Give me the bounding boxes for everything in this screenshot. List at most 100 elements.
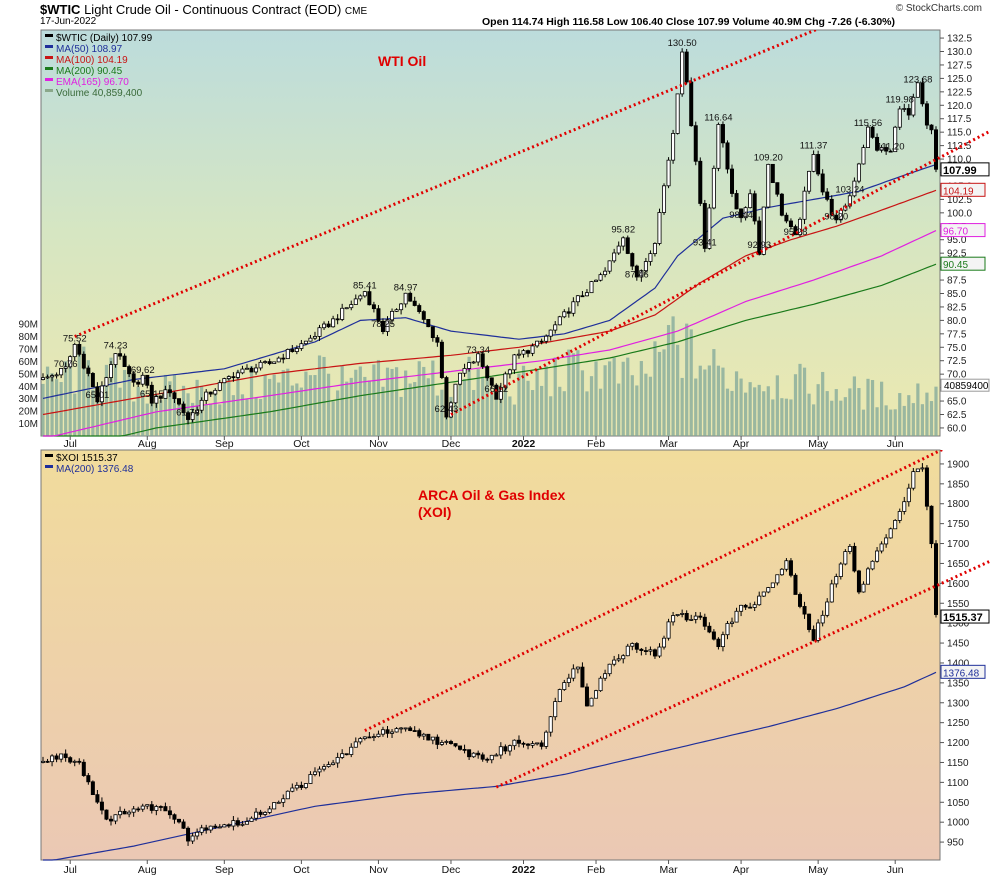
candle-body: [154, 806, 159, 811]
candle-body: [539, 742, 544, 747]
wtic-candle: [312, 331, 317, 341]
candle-body: [72, 760, 77, 763]
xoi-candle: [231, 816, 236, 831]
candle-body: [258, 811, 263, 815]
candle-body: [131, 373, 136, 383]
candle-body: [340, 753, 345, 758]
candle-body: [204, 827, 209, 831]
wtic-candle: [811, 150, 816, 173]
candle-body: [149, 384, 154, 404]
candle-body: [136, 808, 141, 811]
xoi-candle: [458, 745, 463, 751]
volume-bar: [748, 382, 752, 436]
candle-body: [231, 376, 236, 379]
xoi-candle: [829, 579, 834, 603]
wtic-candle: [779, 192, 784, 217]
volume-bar: [703, 369, 707, 436]
price-label: 69.62: [131, 365, 155, 376]
xoi-candle: [367, 732, 372, 739]
wtic-candle: [77, 341, 82, 357]
candle-body: [322, 766, 327, 770]
candle-body: [612, 252, 617, 262]
xaxis-month-label-top: Jul: [63, 438, 76, 450]
candle-body: [834, 576, 839, 585]
candle-body: [285, 349, 290, 360]
xoi-candle: [906, 483, 911, 507]
candle-body: [208, 825, 213, 831]
xoi-candle: [707, 622, 712, 634]
candle-body: [181, 403, 186, 414]
xoi-candle: [580, 662, 585, 688]
xoi-trendline: [495, 559, 990, 789]
candle-body: [213, 825, 218, 828]
xoi-candle: [920, 463, 925, 472]
volume-bar: [753, 387, 757, 436]
candle-body: [535, 742, 540, 745]
wtic-candle: [861, 144, 866, 165]
volume-bar: [558, 386, 562, 436]
volume-bar: [345, 381, 349, 436]
candle-body: [516, 353, 521, 356]
volume-bar: [417, 361, 421, 436]
candle-body: [54, 755, 59, 760]
candle-body: [294, 348, 299, 352]
candle-body: [693, 615, 698, 620]
xoi-candle: [485, 757, 490, 763]
candle-body: [870, 126, 875, 138]
candle-body: [929, 505, 934, 545]
candle-body: [748, 606, 753, 609]
candle-body: [702, 616, 707, 627]
wtic-candle: [340, 303, 345, 322]
candle-body: [630, 643, 635, 647]
candle-body: [752, 193, 757, 222]
volume-bar: [870, 380, 875, 436]
volume-bar: [440, 389, 444, 436]
candle-body: [666, 621, 671, 639]
candle-body: [507, 369, 512, 375]
candle-body: [825, 191, 830, 200]
candle-body: [924, 467, 929, 507]
wtic-candle: [399, 302, 404, 315]
price-label: 111.37: [800, 141, 828, 152]
volume-bar: [354, 369, 358, 436]
xoi-candle: [516, 735, 521, 748]
xoi-last-value-box: [940, 609, 990, 624]
xoi-candle: [331, 759, 336, 766]
wtic-candle: [113, 353, 118, 368]
candle-body: [934, 543, 939, 615]
volume-bar: [390, 368, 394, 436]
candle-body: [281, 357, 286, 360]
candle-body: [507, 745, 512, 752]
xoi-candle: [825, 598, 830, 618]
xoi-candle: [584, 683, 589, 707]
volume-bar: [426, 378, 430, 436]
candle-body: [340, 307, 345, 320]
volume-bar: [617, 383, 621, 436]
xoi-candle: [408, 726, 413, 732]
candle-body: [866, 126, 871, 148]
wtic-candle: [594, 279, 599, 282]
xoi-candle: [843, 549, 848, 566]
wtic-candle: [875, 133, 880, 152]
xoi-candle: [693, 611, 698, 624]
xoi-candle: [870, 560, 875, 571]
volume-bar: [68, 366, 72, 436]
candle-body: [439, 742, 444, 745]
xoi-candle: [462, 744, 467, 754]
wtic-candle: [621, 236, 626, 251]
candle-body: [557, 316, 562, 326]
volume-bar: [340, 366, 344, 436]
wtic-candle: [308, 334, 313, 342]
volume-bar: [435, 395, 439, 436]
xoi-ytick-label: 1200: [947, 738, 970, 749]
volume-bar: [585, 391, 589, 436]
volume-bar: [172, 375, 177, 436]
candle-body: [512, 739, 517, 747]
candle-body: [929, 124, 934, 131]
xoi-candle: [358, 736, 363, 745]
candle-body: [118, 353, 123, 357]
candle-body: [689, 619, 694, 621]
wtic-candle: [349, 300, 354, 311]
volume-bar: [254, 397, 258, 436]
